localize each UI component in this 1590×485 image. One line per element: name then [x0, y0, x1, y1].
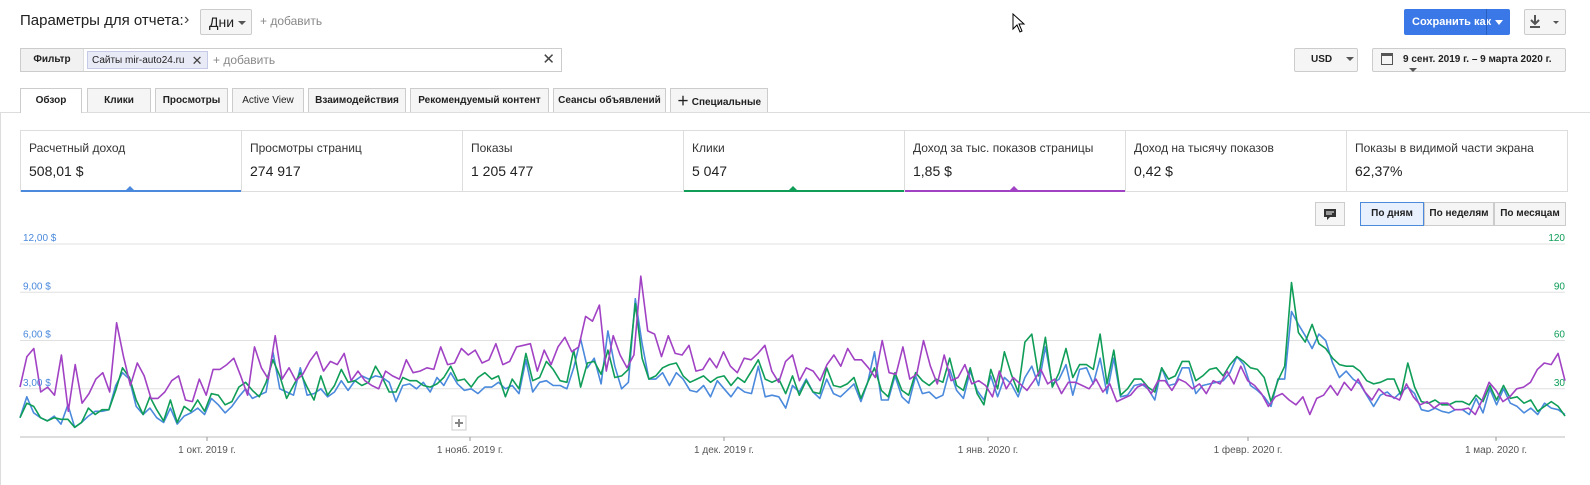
left-axis-tick: 6,00 $: [23, 330, 51, 341]
granularity-day-button[interactable]: По дням: [1360, 202, 1424, 226]
tab-recommended-content[interactable]: Рекомендуемый контент: [410, 88, 549, 112]
chevron-down-icon: [1346, 57, 1355, 62]
comment-icon: [1324, 209, 1336, 220]
metrics-row: Расчетный доход 508,01 $ Просмотры стран…: [20, 130, 1568, 192]
chart-grid: [20, 243, 1565, 441]
clear-filter-icon[interactable]: ✕: [542, 51, 555, 68]
metric-value: 5 047: [692, 163, 728, 179]
left-axis-tick: 3,00 $: [23, 378, 51, 389]
metric-label: Показы в видимой части экрана: [1355, 141, 1534, 155]
left-border: [0, 112, 1, 485]
right-axis-tick: 120: [1548, 233, 1565, 244]
performance-chart: 12,00 $ 120 9,00 $ 90 6,00 $ 60 3,00 $ 30 1 окт.…: [19, 233, 1566, 456]
metric-card-impressions[interactable]: Показы 1 205 477: [463, 131, 684, 191]
metric-value: 508,01 $: [29, 163, 84, 179]
metric-value: 1 205 477: [471, 163, 534, 179]
metric-notch-icon: [1009, 186, 1019, 191]
tab-clicks[interactable]: Клики: [87, 88, 151, 112]
mouse-cursor-icon: [1012, 13, 1026, 33]
metric-label: Клики: [692, 141, 725, 155]
x-axis-tick: 1 нояб. 2019 г.: [437, 444, 503, 456]
metric-card-impression-rpm[interactable]: Доход на тысячу показов 0,42 $: [1126, 131, 1347, 191]
tab-views[interactable]: Просмотры: [155, 88, 228, 112]
metric-label: Расчетный доход: [29, 141, 126, 155]
add-dimension-link[interactable]: + добавить: [260, 14, 323, 28]
metric-label: Доход за тыс. показов страницы: [913, 141, 1094, 155]
right-axis-tick: 30: [1554, 378, 1566, 389]
tab-ad-sessions[interactable]: Сеансы объявлений: [553, 88, 666, 112]
filter-chip-label: Сайты mir-auto24.ru: [92, 55, 185, 66]
metric-selected-bar: [684, 190, 904, 192]
metric-card-clicks[interactable]: Клики 5 047: [684, 131, 905, 192]
download-icon: [1530, 15, 1559, 28]
series-line: [19, 275, 1566, 416]
filter-chip[interactable]: Сайты mir-auto24.ru ✕: [87, 51, 208, 69]
download-button[interactable]: [1524, 9, 1566, 35]
tab-active-view[interactable]: Active View: [232, 88, 304, 112]
annotations-button[interactable]: [1315, 202, 1345, 226]
add-annotation-marker[interactable]: [451, 415, 467, 431]
save-as-label: Сохранить как: [1412, 16, 1492, 28]
x-axis-tick: 1 янв. 2020 г.: [958, 445, 1018, 456]
filter-button[interactable]: Фильтр: [21, 49, 84, 71]
tab-custom-label: Специальные: [691, 97, 762, 108]
chip-remove-icon[interactable]: ✕: [191, 53, 203, 68]
right-axis-tick: 90: [1554, 281, 1566, 292]
metric-label: Просмотры страниц: [250, 141, 362, 155]
metric-value: 0,42 $: [1134, 163, 1173, 179]
metric-value: 62,37%: [1355, 163, 1403, 179]
metric-label: Доход на тысячу показов: [1134, 141, 1274, 155]
save-as-button[interactable]: Сохранить как: [1404, 9, 1510, 35]
tabs-divider: [0, 112, 1590, 113]
plus-icon: ＋: [676, 94, 689, 108]
dimension-value: Дни: [209, 14, 235, 30]
right-axis-tick: 60: [1554, 330, 1566, 341]
chart-labels: 12,00 $ 120 9,00 $ 90 6,00 $ 60 3,00 $ 30 1 окт.…: [23, 233, 1565, 456]
metric-card-page-views[interactable]: Просмотры страниц 274 917: [242, 131, 463, 191]
date-range-dropdown[interactable]: 9 сент. 2019 г. – 9 марта 2020 г.: [1372, 48, 1566, 73]
filter-add-input[interactable]: + добавить: [213, 53, 276, 67]
chart-lines: [19, 275, 1566, 429]
chevron-right-icon: ›: [184, 11, 190, 28]
x-axis-tick: 1 окт. 2019 г.: [178, 445, 236, 456]
metric-notch-icon: [788, 186, 798, 191]
chevron-down-icon: [1409, 68, 1417, 73]
tab-interactions[interactable]: Взаимодействия: [308, 88, 406, 112]
series-line: [19, 297, 1566, 429]
x-axis-tick: 1 дек. 2019 г.: [694, 445, 754, 456]
left-axis-tick: 12,00 $: [23, 233, 57, 244]
calendar-icon: [1381, 53, 1393, 65]
metric-card-page-rpm[interactable]: Доход за тыс. показов страницы 1,85 $: [905, 131, 1126, 192]
metric-notch-icon: [125, 186, 135, 191]
chevron-down-icon: [238, 21, 247, 26]
date-range-value: 9 сент. 2019 г. – 9 марта 2020 г.: [1403, 54, 1552, 65]
series-line: [19, 281, 1566, 429]
report-params-label: Параметры для отчета:: [20, 12, 184, 29]
x-axis-tick: 1 февр. 2020 г.: [1214, 444, 1283, 456]
dimension-dropdown[interactable]: Дни: [200, 9, 252, 35]
metric-card-estimated-earnings[interactable]: Расчетный доход 508,01 $: [21, 131, 242, 192]
tab-custom[interactable]: ＋ Специальные: [670, 88, 768, 112]
save-dropdown-arrow-icon[interactable]: [1495, 20, 1503, 25]
metric-value: 274 917: [250, 163, 301, 179]
currency-value: USD: [1311, 54, 1333, 65]
save-split-divider: [1486, 9, 1487, 35]
granularity-month-button[interactable]: По месяцам: [1494, 202, 1566, 226]
x-axis-tick: 1 мар. 2020 г.: [1465, 445, 1527, 456]
metric-label: Показы: [471, 141, 513, 155]
metric-selected-bar: [21, 190, 241, 192]
metric-selected-bar: [905, 190, 1125, 192]
metric-value: 1,85 $: [913, 163, 952, 179]
metric-card-active-view[interactable]: Показы в видимой части экрана 62,37%: [1347, 131, 1567, 191]
filter-bar: Фильтр Сайты mir-auto24.ru ✕ + добавить ✕: [20, 48, 562, 72]
tab-overview[interactable]: Обзор: [20, 88, 82, 113]
left-axis-tick: 9,00 $: [23, 281, 51, 292]
currency-dropdown[interactable]: USD: [1294, 48, 1358, 72]
granularity-week-button[interactable]: По неделям: [1424, 202, 1494, 226]
